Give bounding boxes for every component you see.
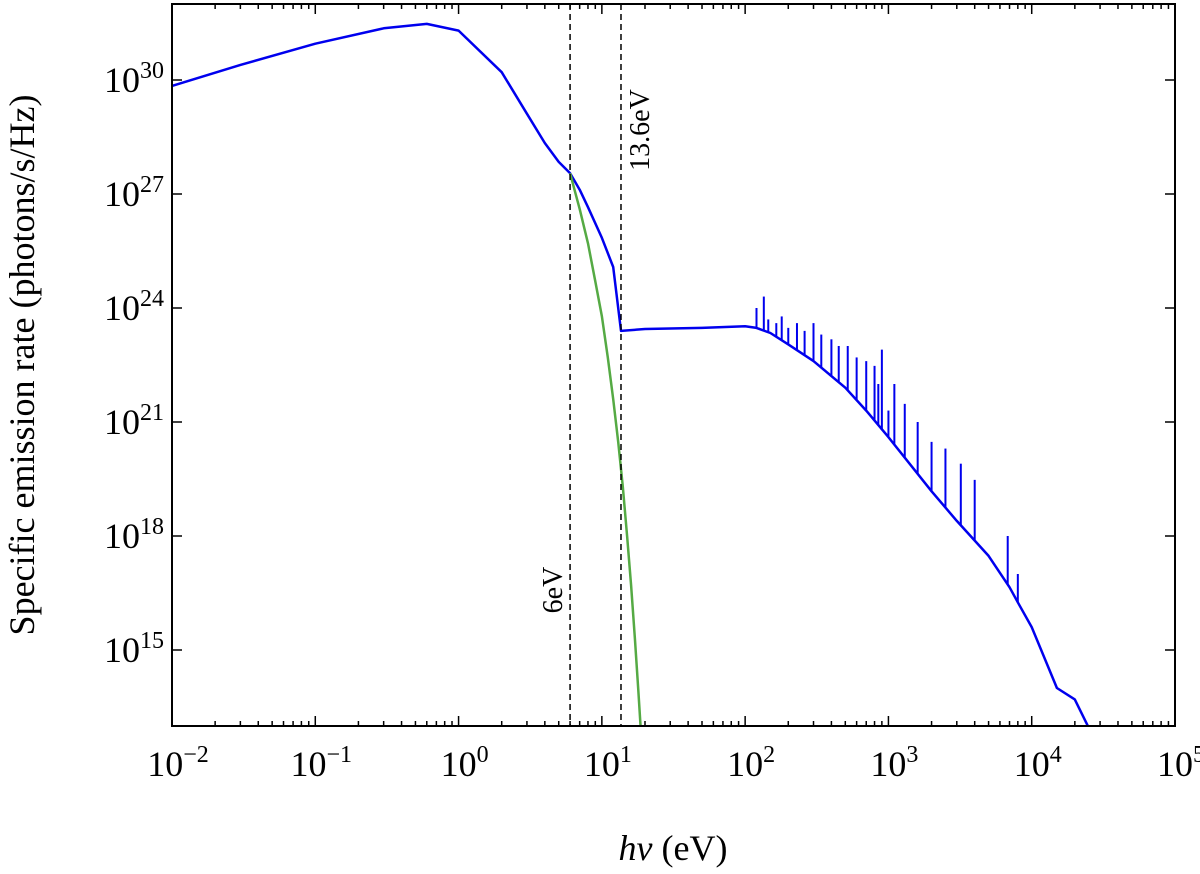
x-tick-label: 101 <box>584 742 632 784</box>
series-layer <box>172 22 1090 726</box>
y-tick-label: 1021 <box>104 400 164 442</box>
y-axis-title: Specific emission rate (photons/s/Hz) <box>2 95 42 636</box>
axis-tick-labels: 10−2 10−1 100 101 102 103 104 105 1015 1018 1021 10… <box>104 58 1200 784</box>
x-tick-label: 10−1 <box>291 742 353 784</box>
x-tick-label: 102 <box>727 742 775 784</box>
y-tick-label: 1015 <box>104 628 164 670</box>
y-tick-label: 1018 <box>104 514 164 556</box>
vline-label-1: 13.6eV <box>625 89 656 171</box>
y-tick-label: 1030 <box>104 58 164 100</box>
series-line-1 <box>568 172 642 726</box>
axis-ticks <box>171 4 1176 726</box>
x-tick-label: 103 <box>870 742 918 784</box>
x-tick-label: 104 <box>1014 742 1062 784</box>
plot-frame <box>171 3 1176 727</box>
reference-lines: 6eV 13.6eV <box>538 4 656 726</box>
x-axis-title: hν (eV) <box>619 828 728 868</box>
y-tick-label: 1024 <box>104 286 164 328</box>
x-tick-label: 100 <box>441 742 489 784</box>
y-tick-label: 1027 <box>104 172 164 214</box>
series-line-0 <box>172 22 1090 726</box>
x-tick-label: 10−2 <box>147 742 209 784</box>
vline-label-0: 6eV <box>538 567 569 614</box>
x-tick-label: 105 <box>1157 742 1200 784</box>
